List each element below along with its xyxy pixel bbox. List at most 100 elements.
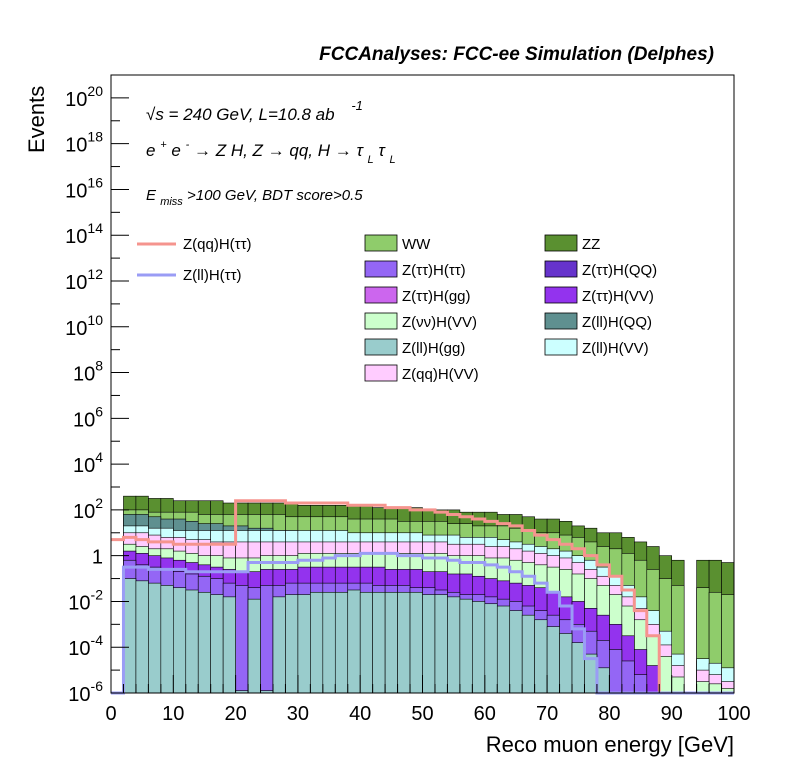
- stack-bar-ZnnHVV-45: [671, 676, 685, 694]
- legend-bg-label-9: Z(ll)H(VV): [582, 340, 649, 357]
- stack-bar-ZttHtt-41: [621, 660, 635, 694]
- legend-bg-swatch-8: [364, 338, 398, 356]
- legend-signal-label-1: Z(ll)H(ττ): [183, 267, 242, 284]
- legend-bg-swatch-3: [544, 260, 578, 278]
- stack-bar-ZllHgg-26: [434, 594, 448, 694]
- annotation-line2-sub1: L: [368, 154, 374, 166]
- x-tick-label-90: 90: [661, 703, 683, 725]
- stack-bar-ZllHgg-39: [596, 667, 610, 694]
- y-tick-label-6: 108: [73, 358, 103, 386]
- stack-bar-ZllHgg-21: [372, 591, 386, 694]
- stack-bar-ZllHgg-11: [247, 598, 261, 694]
- legend-bg-label-8: Z(ll)H(gg): [402, 340, 465, 357]
- x-tick-label-100: 100: [717, 703, 750, 725]
- x-tick-label-10: 10: [162, 703, 184, 725]
- stack-bar-ZttHtt-10: [235, 585, 249, 694]
- stack-bar-ZllHgg-28: [459, 598, 473, 694]
- y-tick-label-11: 10-2: [68, 586, 103, 614]
- legend-bg-label-7: Z(ll)H(QQ): [582, 314, 652, 331]
- annotation-selection: E miss >100 GeV, BDT score>0.5: [146, 187, 363, 209]
- legend-bg-swatch-10: [364, 364, 398, 382]
- legend-bg-label-0: WW: [402, 236, 431, 253]
- stack-bar-ZllHgg-25: [422, 594, 436, 694]
- stack-bar-ZllHgg-18: [334, 591, 349, 694]
- svg-text:√s = 240 GeV, L=10.8 ab: √s = 240 GeV, L=10.8 ab -1: [146, 98, 363, 124]
- stack-bar-ZllHgg-20: [359, 591, 373, 694]
- legend-bg-swatch-2: [364, 260, 398, 278]
- x-tick-label-80: 80: [598, 703, 620, 725]
- x-tick-label-0: 0: [105, 703, 116, 725]
- stack-bar-ZllHgg-31: [496, 605, 511, 694]
- stack-bar-ZllHgg-34: [534, 619, 548, 694]
- stack-bar-ZllHgg-17: [322, 591, 336, 694]
- x-tick-label-50: 50: [411, 703, 433, 725]
- y-tick-label-3: 1014: [65, 220, 103, 248]
- svg-text:e + e -: e + e - → Z H, Z → qq, H → τ L τ L: [146, 133, 396, 167]
- legend-bg-swatch-7: [544, 312, 578, 330]
- x-tick-label-60: 60: [474, 703, 496, 725]
- stack-bar-ZllHgg-22: [384, 591, 398, 694]
- stack-bar-ZllHgg-35: [546, 626, 560, 694]
- x-tick-label-30: 30: [287, 703, 309, 725]
- annotation-line3-post: >100 GeV, BDT score>0.5: [187, 187, 363, 204]
- legend-bg-label-6: Z(νν)H(VV): [402, 314, 477, 331]
- stack-bar-ZllHgg-3: [148, 582, 162, 694]
- stack-bar-ZllHgg-24: [409, 591, 423, 694]
- x-axis-title: Reco muon energy [GeV]: [486, 732, 734, 757]
- legend-bg-swatch-5: [544, 286, 578, 304]
- annotation-line2-e2: e: [171, 141, 180, 160]
- stack-bar-ZttHVV-43: [646, 665, 660, 694]
- stack-bar-ZllHgg-37: [571, 642, 585, 694]
- x-tick-label-70: 70: [536, 703, 558, 725]
- stack-bar-ZllHgg-7: [197, 591, 211, 694]
- stack-bar-ZllHgg-29: [472, 601, 486, 694]
- x-tick-label-40: 40: [349, 703, 371, 725]
- x-tick-label-20: 20: [224, 703, 246, 725]
- x-axis: 0 10 20 30 40 50 60 70 80 90 100: [105, 675, 751, 725]
- annotation-line3-e: E: [146, 187, 157, 204]
- stack-bar-ZttHtt-42: [634, 674, 648, 694]
- annotation-line3-sub: miss: [160, 196, 183, 208]
- annotation-line2-e1: e: [146, 141, 155, 160]
- legend-bg-label-2: Z(ττ)H(ττ): [402, 262, 466, 279]
- y-tick-label-8: 104: [73, 449, 103, 477]
- stack-bar-ZllHgg-8: [210, 594, 224, 694]
- y-tick-label-2: 1016: [65, 174, 103, 202]
- stack-bar-ZllHgg-4: [160, 585, 174, 694]
- stack-bar-ZllHgg-1: [123, 578, 137, 694]
- legend-bg-label-3: Z(ττ)H(QQ): [582, 262, 657, 279]
- stack-bar-ZllHgg-23: [397, 591, 411, 694]
- annotation-process: e + e - → Z H, Z → qq, H → τ L τ L: [146, 133, 396, 167]
- y-axis: 1020 1018 1016 1014 1012 1010 108 106 104 102 1 10-…: [65, 74, 129, 706]
- stack-bar-ZllHgg-13: [272, 596, 286, 694]
- annotation-line2-mid: → Z H, Z → qq, H → τ: [194, 141, 364, 160]
- legend-bg-swatch-1: [544, 234, 578, 252]
- legend-bg-label-4: Z(ττ)H(gg): [402, 288, 471, 305]
- legend-bg-swatch-0: [364, 234, 398, 252]
- stack-bar-ZllHgg-33: [521, 614, 535, 694]
- stack-bar-ZllHgg-16: [310, 591, 324, 694]
- svg-text:E miss >100 GeV, B: E miss >100 GeV, BDT score>0.5: [146, 187, 363, 209]
- stack-bar-ZllHgg-9: [222, 596, 236, 694]
- y-tick-label-7: 106: [73, 403, 103, 431]
- legend-bg-label-5: Z(ττ)H(VV): [582, 288, 654, 305]
- signal-line-zqqhtautau: [111, 499, 734, 695]
- annotation-line1: √s = 240 GeV, L=10.8 ab: [146, 105, 335, 124]
- y-tick-label-1: 1018: [65, 129, 103, 157]
- stack-bar-ZllHgg-36: [559, 633, 573, 694]
- stack-bar-ZllHgg-32: [509, 610, 523, 694]
- legend-backgrounds: WW ZZ Z(ττ)H(ττ) Z(ττ)H(QQ) Z(ττ)H(gg) Z(ττ)H…: [364, 234, 657, 383]
- y-tick-label-4: 1012: [65, 266, 103, 294]
- chart-title: FCCAnalyses: FCC-ee Simulation (Delphes): [319, 44, 714, 65]
- legend-bg-swatch-4: [364, 286, 398, 304]
- stack-bar-ZllHgg-19: [347, 589, 361, 694]
- stack-bar-ZnnHVV-44: [658, 656, 672, 694]
- stack-bar-ZllHgg-5: [173, 587, 187, 694]
- annotation-line2-sub2: L: [390, 154, 396, 166]
- annotation-line2-sup1: +: [160, 139, 167, 151]
- stack-bar-ZllHgg-27: [447, 596, 461, 694]
- legend-bg-swatch-6: [364, 312, 398, 330]
- stack-bar-ZnnHVV-47: [696, 681, 710, 694]
- y-tick-label-13: 10-6: [68, 678, 103, 706]
